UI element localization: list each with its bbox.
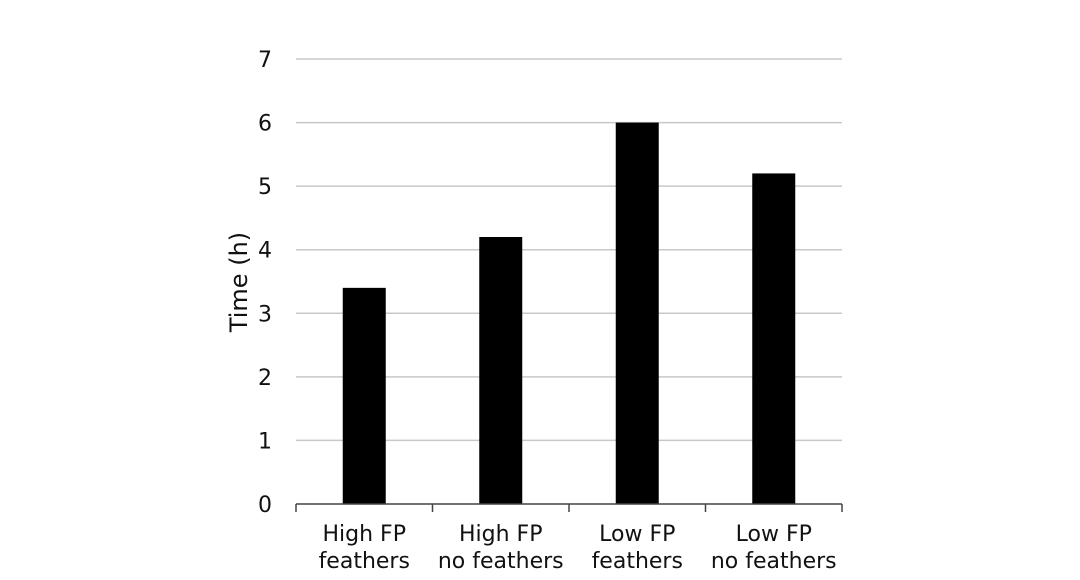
- y-tick-label: 4: [258, 239, 272, 264]
- x-category-label: High FP: [323, 522, 406, 547]
- y-tick-label: 7: [258, 48, 272, 73]
- y-tick-labels: 0 1 2 3 4 5 6 7: [258, 48, 272, 518]
- bar: [615, 122, 659, 505]
- x-category-label: Low FP: [736, 522, 812, 547]
- y-tick-label: 5: [258, 175, 272, 200]
- x-category-label: no feathers: [711, 549, 837, 574]
- y-tick-label: 6: [258, 112, 272, 137]
- y-tick-label: 0: [258, 493, 272, 518]
- x-axis: [295, 503, 843, 512]
- bar: [342, 287, 386, 504]
- bar: [752, 173, 796, 504]
- bars: [342, 122, 796, 505]
- y-axis-title: Time (h): [225, 232, 253, 333]
- x-category-label: no feathers: [438, 549, 564, 574]
- x-category-label: feathers: [592, 549, 683, 574]
- y-tick-label: 3: [258, 302, 272, 327]
- x-category-label: Low FP: [599, 522, 675, 547]
- y-tick-label: 2: [258, 366, 272, 391]
- gridlines: [296, 58, 842, 442]
- x-category-label: High FP: [459, 522, 542, 547]
- x-category-label: feathers: [319, 549, 410, 574]
- y-tick-label: 1: [258, 429, 272, 454]
- bar: [479, 237, 523, 504]
